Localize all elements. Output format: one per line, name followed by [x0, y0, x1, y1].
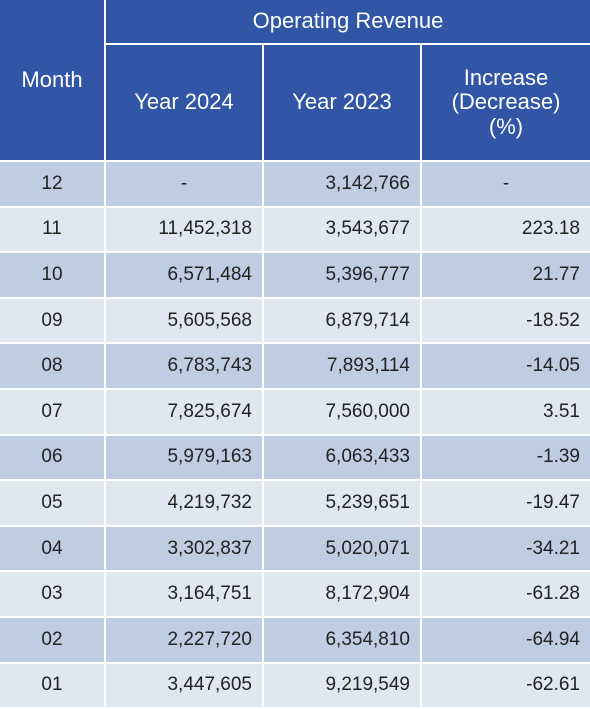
- value-cell: 21.77: [422, 253, 590, 297]
- month-cell: 07: [0, 390, 104, 434]
- value-cell: 4,219,732: [106, 481, 262, 525]
- value-cell: 3,447,605: [106, 663, 262, 708]
- value-cell: 5,979,163: [106, 435, 262, 480]
- value-cell: -14.05: [422, 344, 590, 388]
- column-header: Increase (Decrease) (%): [422, 45, 590, 160]
- value-cell: 3,164,751: [106, 572, 262, 616]
- value-cell: 3,543,677: [264, 207, 420, 252]
- value-cell: 7,560,000: [264, 390, 420, 434]
- month-cell: 08: [0, 344, 104, 388]
- value-cell: 5,020,071: [264, 526, 420, 571]
- month-cell: 04: [0, 526, 104, 571]
- value-cell: -61.28: [422, 572, 590, 616]
- value-cell: 5,396,777: [264, 253, 420, 297]
- value-cell: -64.94: [422, 618, 590, 662]
- month-cell: 10: [0, 253, 104, 297]
- value-cell: -1.39: [422, 435, 590, 480]
- value-cell: -: [106, 162, 262, 206]
- value-cell: 5,239,651: [264, 481, 420, 525]
- column-header: Year 2023: [264, 45, 420, 160]
- value-cell: -34.21: [422, 526, 590, 571]
- month-cell: 09: [0, 298, 104, 343]
- value-cell: 7,893,114: [264, 344, 420, 388]
- month-cell: 02: [0, 618, 104, 662]
- month-cell: 12: [0, 162, 104, 206]
- value-cell: 5,605,568: [106, 298, 262, 343]
- group-header: Operating Revenue: [106, 0, 590, 43]
- value-cell: 6,879,714: [264, 298, 420, 343]
- value-cell: 223.18: [422, 207, 590, 252]
- month-cell: 06: [0, 435, 104, 480]
- value-cell: 6,571,484: [106, 253, 262, 297]
- month-header: Month: [0, 0, 104, 160]
- month-cell: 05: [0, 481, 104, 525]
- value-cell: 9,219,549: [264, 663, 420, 708]
- month-cell: 11: [0, 207, 104, 252]
- month-cell: 01: [0, 663, 104, 708]
- value-cell: -: [422, 162, 590, 206]
- column-header: Year 2024: [106, 45, 262, 160]
- value-cell: 7,825,674: [106, 390, 262, 434]
- value-cell: 6,063,433: [264, 435, 420, 480]
- value-cell: 3.51: [422, 390, 590, 434]
- value-cell: 3,302,837: [106, 526, 262, 571]
- value-cell: 3,142,766: [264, 162, 420, 206]
- value-cell: 8,172,904: [264, 572, 420, 616]
- value-cell: -19.47: [422, 481, 590, 525]
- value-cell: -62.61: [422, 663, 590, 708]
- value-cell: 6,354,810: [264, 618, 420, 662]
- value-cell: 11,452,318: [106, 207, 262, 252]
- value-cell: -18.52: [422, 298, 590, 343]
- value-cell: 6,783,743: [106, 344, 262, 388]
- month-cell: 03: [0, 572, 104, 616]
- value-cell: 2,227,720: [106, 618, 262, 662]
